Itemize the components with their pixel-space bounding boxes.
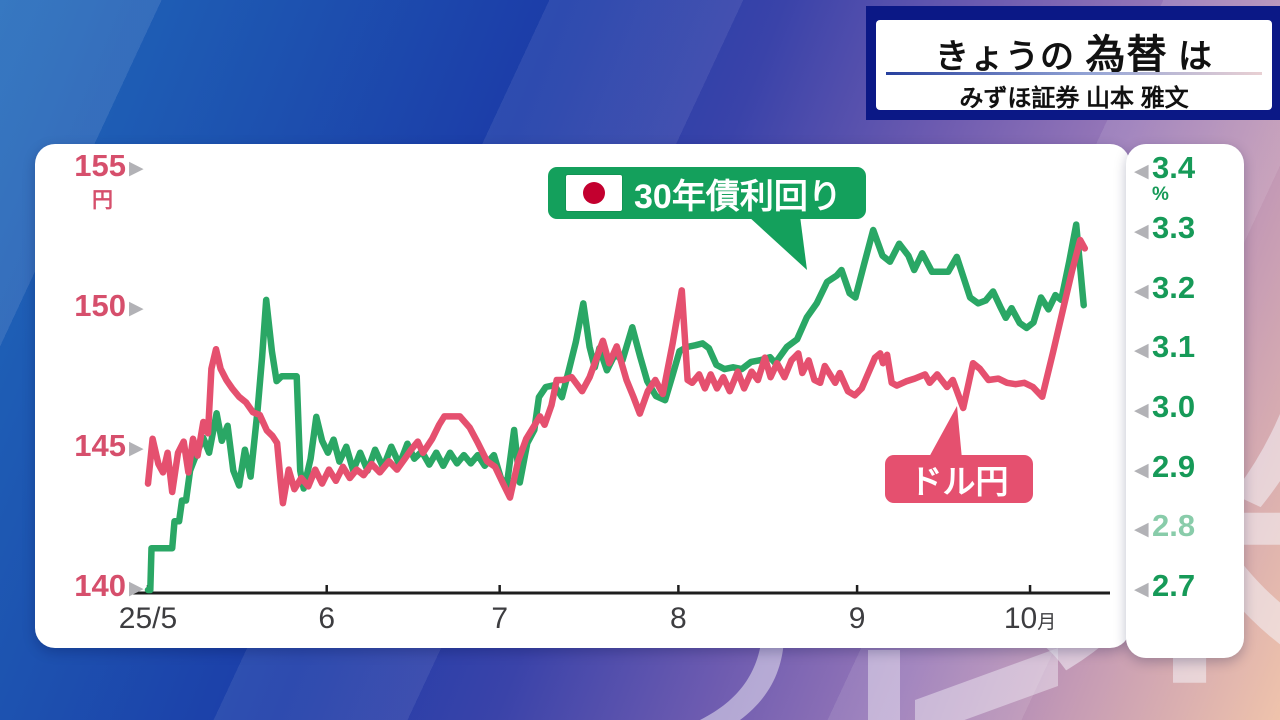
y-right-tick-arrow-icon: ◀ [1134, 280, 1149, 302]
y-left-tick-arrow-icon: ▶ [129, 438, 144, 459]
bond-yield-line [144, 221, 1087, 594]
y-right-tick-arrow-icon: ◀ [1134, 161, 1149, 183]
y-right-tick-arrow-icon: ◀ [1134, 340, 1149, 362]
y-right-tick-label: 2.8 [1152, 508, 1196, 544]
y-left-tick-label: 140 [74, 568, 126, 603]
y-right-tick-label: 3.0 [1152, 388, 1196, 424]
y-right-tick-label: 2.9 [1152, 448, 1196, 484]
y-right-tick-arrow-icon: ◀ [1134, 459, 1149, 481]
japan-flag-sun [583, 182, 605, 204]
y-right-tick-label: 3.2 [1152, 269, 1196, 305]
x-axis-month-suffix: 月 [1037, 612, 1057, 633]
y-left-tick-label: 155 [74, 148, 126, 183]
analyst-name: みずほ証券 山本 雅文 [959, 85, 1189, 112]
y-right-tick-arrow-icon: ◀ [1134, 579, 1149, 600]
header-backing: きょうの 為替 は みずほ証券 山本 雅文 [866, 6, 1280, 120]
x-axis-month-label: 9 [848, 602, 866, 635]
x-axis-month-label: 7 [491, 602, 508, 635]
y-right-tick-label: 3.3 [1152, 209, 1196, 245]
y-right-tick-label: 2.7 [1152, 568, 1196, 603]
title-post: は [1167, 38, 1213, 76]
x-axis-month-label: 8 [670, 602, 687, 635]
bond-label-pointer [748, 216, 807, 270]
japan-flag-icon [566, 175, 622, 211]
y-right-tick-arrow-icon: ◀ [1134, 399, 1149, 421]
y-left-tick-arrow-icon: ▶ [129, 158, 144, 179]
y-right-tick-arrow-icon: ◀ [1134, 519, 1149, 541]
x-axis-month-label: 6 [318, 602, 336, 635]
y-left-unit-label: 円 [92, 189, 113, 212]
y-right-tick-label: 3.4 [1152, 150, 1196, 186]
usdjpy-label-pointer [928, 406, 962, 459]
usdjpy-series-label-text: ドル円 [909, 463, 1009, 500]
y-right-unit-label: % [1152, 184, 1169, 206]
bond-series-label-text: 30年債利回り [634, 177, 842, 216]
x-axis-month-label: 25/5 [118, 602, 178, 635]
usdjpy-series-label: ドル円 [885, 455, 1033, 503]
y-left-tick-arrow-icon: ▶ [129, 578, 144, 599]
y-right-tick-label: 3.1 [1152, 329, 1196, 365]
y-left-tick-arrow-icon: ▶ [129, 298, 144, 319]
program-title: きょうの 為替 は [876, 22, 1272, 80]
header-divider [886, 72, 1262, 75]
title-pre: きょうの [935, 38, 1086, 76]
header-box: きょうの 為替 は みずほ証券 山本 雅文 [876, 20, 1272, 112]
y-left-tick-label: 150 [74, 288, 126, 323]
right-axis-panel [1126, 144, 1244, 658]
x-axis-month-label: 10月 [1003, 602, 1057, 635]
y-left-tick-label: 145 [74, 428, 126, 463]
chart-panel [35, 144, 1130, 648]
bond-series-label: 30年債利回り [548, 167, 866, 219]
title-emphasis: 為替 [1085, 33, 1168, 77]
y-right-tick-arrow-icon: ◀ [1134, 220, 1149, 242]
usdjpy-line [144, 236, 1089, 507]
